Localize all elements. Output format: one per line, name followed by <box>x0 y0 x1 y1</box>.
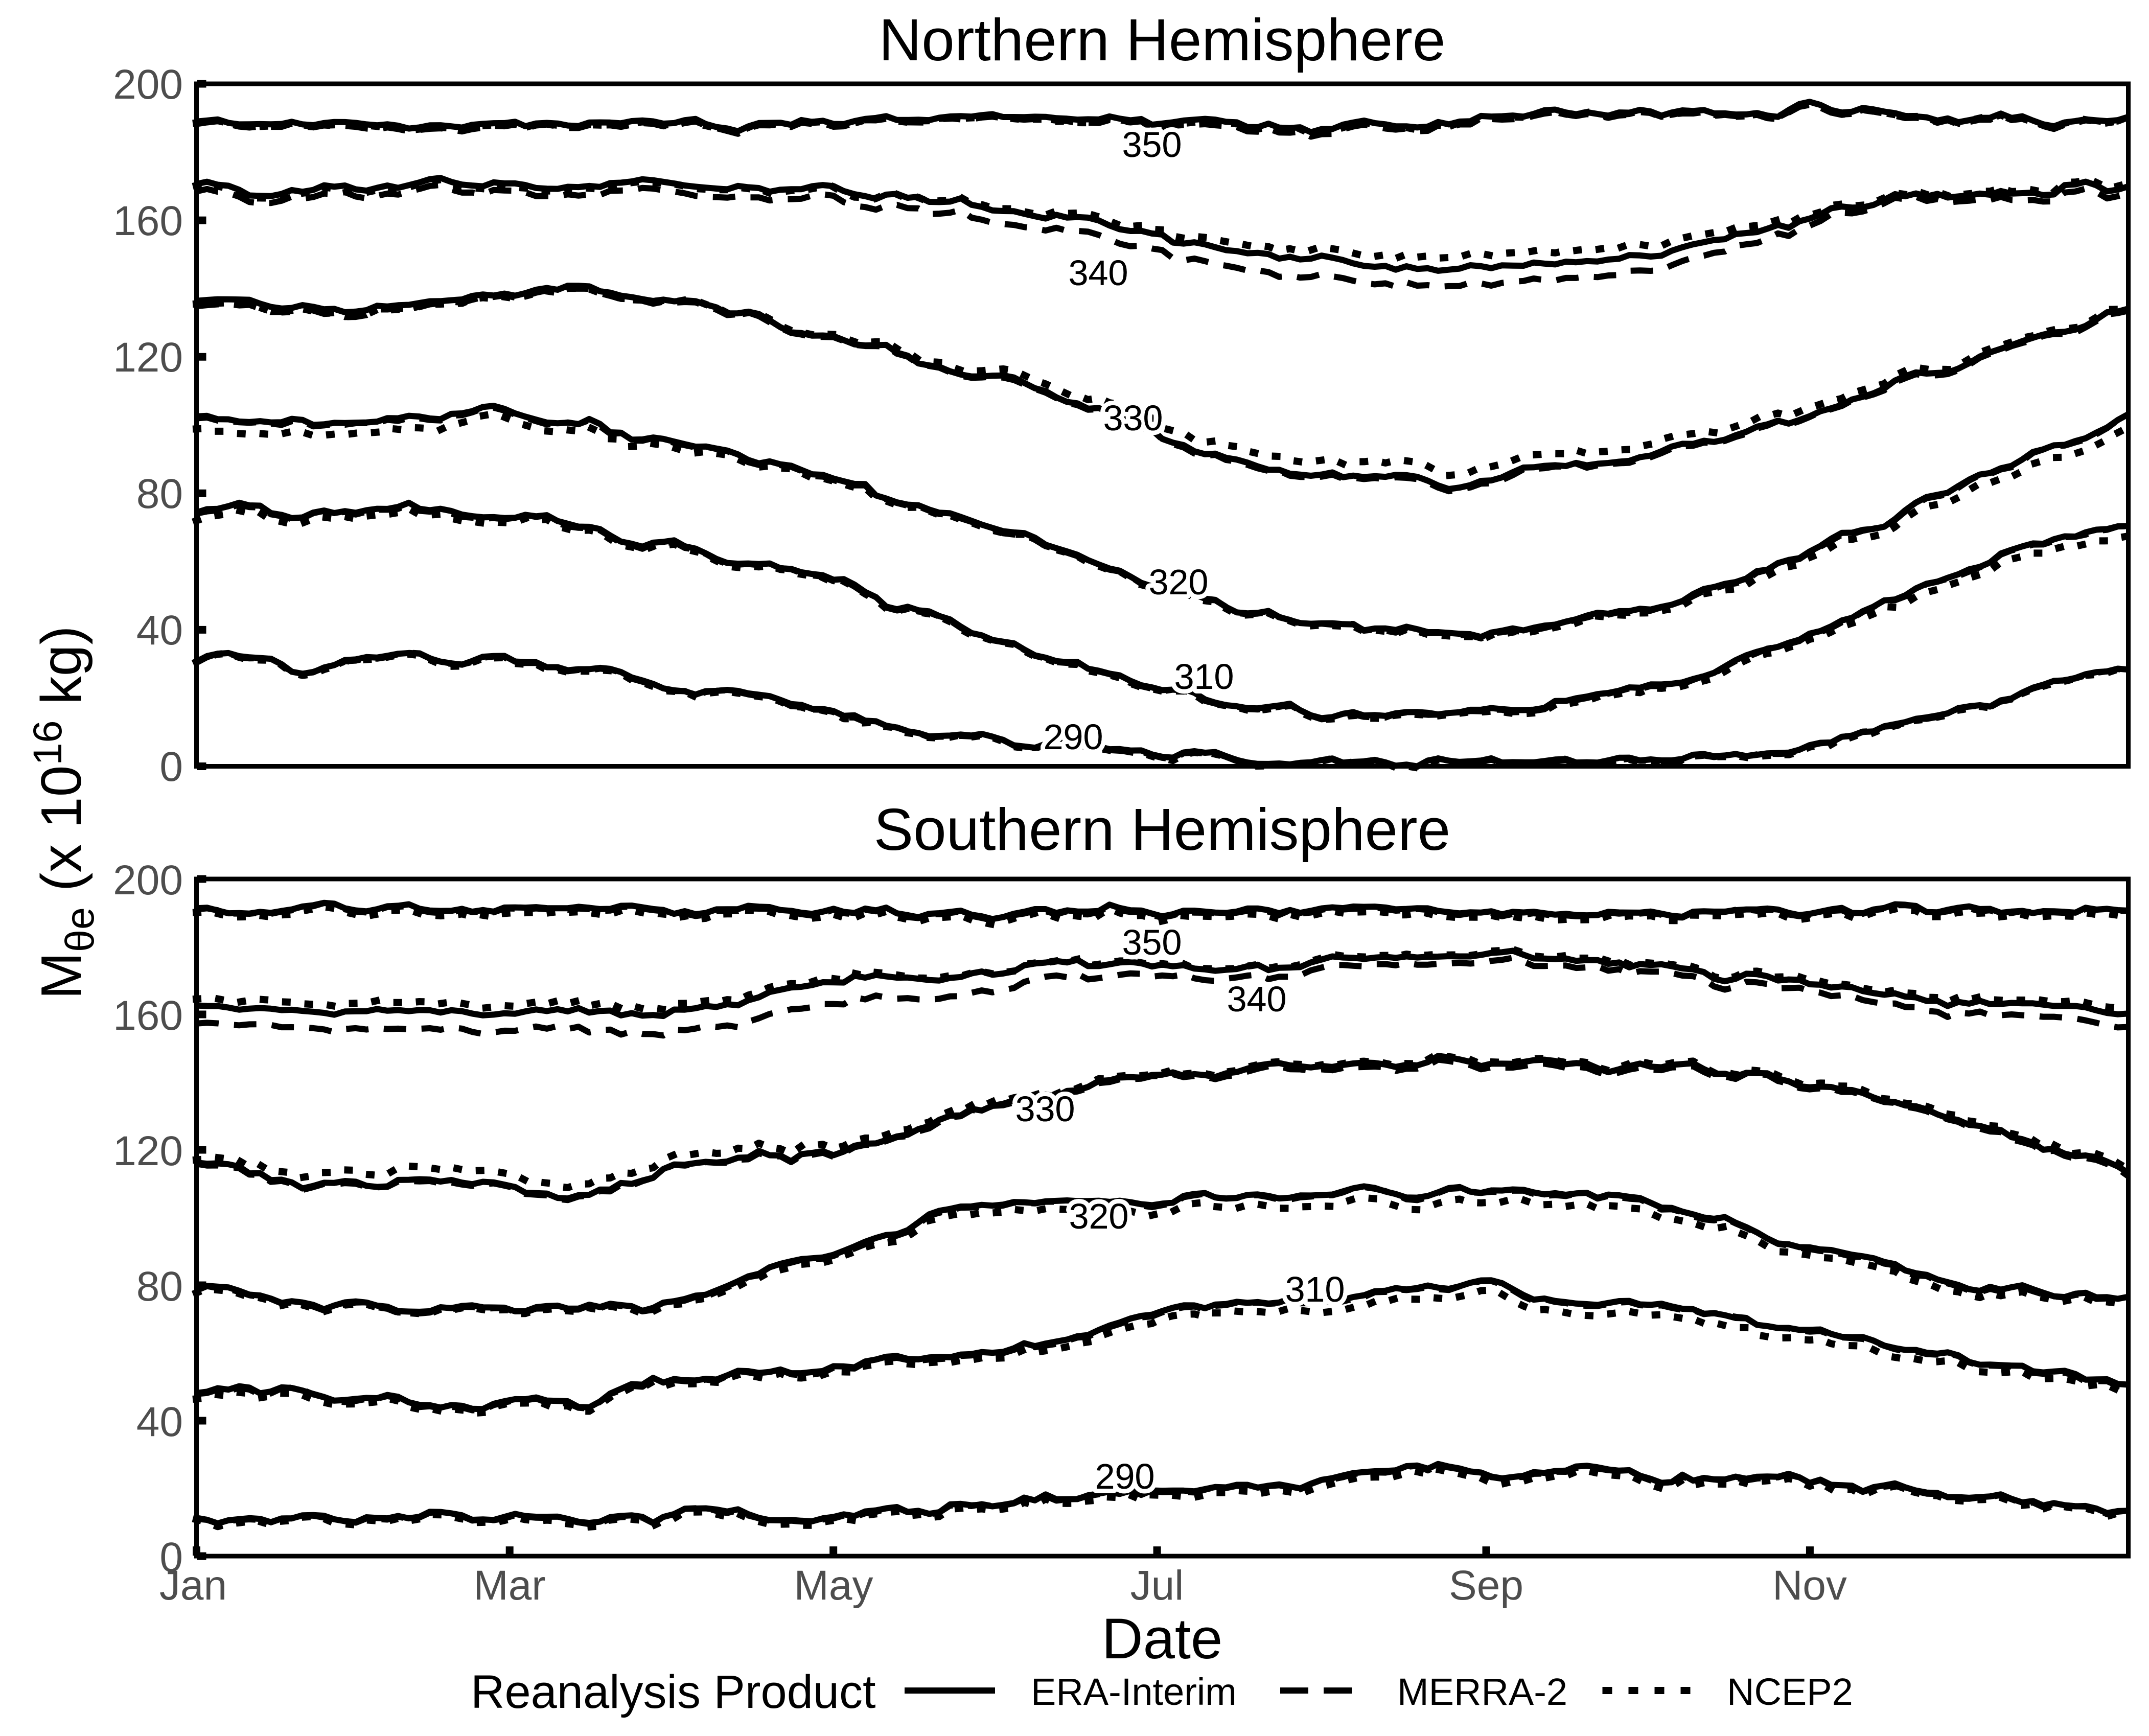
svg-text:310: 310 <box>1285 1269 1345 1309</box>
svg-text:0: 0 <box>159 1534 183 1581</box>
svg-text:340: 340 <box>1227 979 1287 1019</box>
svg-text:Date: Date <box>1102 1607 1223 1671</box>
svg-text:320: 320 <box>1149 562 1209 602</box>
svg-text:310: 310 <box>1174 657 1234 697</box>
svg-text:330: 330 <box>1015 1089 1075 1129</box>
svg-text:NCEP2: NCEP2 <box>1727 1671 1853 1713</box>
svg-text:Jan: Jan <box>159 1562 227 1609</box>
svg-text:Reanalysis Product: Reanalysis Product <box>471 1666 876 1718</box>
svg-text:MERRA-2: MERRA-2 <box>1397 1671 1567 1713</box>
svg-text:120: 120 <box>113 334 183 381</box>
svg-text:320: 320 <box>1069 1196 1129 1236</box>
svg-text:290: 290 <box>1095 1456 1155 1496</box>
svg-text:350: 350 <box>1122 922 1182 962</box>
svg-text:0: 0 <box>159 744 183 790</box>
svg-text:Northern Hemisphere: Northern Hemisphere <box>879 7 1446 73</box>
svg-text:40: 40 <box>136 607 183 654</box>
svg-text:Mθe (x 1016 kg): Mθe (x 1016 kg) <box>25 626 102 1000</box>
svg-text:340: 340 <box>1069 253 1128 293</box>
svg-text:160: 160 <box>113 198 183 244</box>
svg-text:290: 290 <box>1095 1456 1155 1496</box>
svg-text:Mar: Mar <box>473 1562 545 1609</box>
svg-text:Sep: Sep <box>1449 1562 1523 1609</box>
svg-text:340: 340 <box>1227 979 1287 1019</box>
svg-text:330: 330 <box>1015 1089 1075 1129</box>
svg-text:200: 200 <box>113 857 183 904</box>
svg-text:350: 350 <box>1122 922 1182 962</box>
svg-text:330: 330 <box>1103 398 1163 438</box>
svg-text:290: 290 <box>1044 717 1103 757</box>
svg-text:160: 160 <box>113 992 183 1039</box>
svg-text:310: 310 <box>1285 1269 1345 1309</box>
svg-text:80: 80 <box>136 1263 183 1310</box>
svg-text:340: 340 <box>1069 253 1128 293</box>
svg-text:40: 40 <box>136 1399 183 1445</box>
svg-text:350: 350 <box>1122 125 1182 165</box>
svg-text:320: 320 <box>1069 1196 1129 1236</box>
svg-text:350: 350 <box>1122 125 1182 165</box>
svg-text:80: 80 <box>136 471 183 517</box>
svg-text:May: May <box>794 1562 873 1609</box>
svg-text:120: 120 <box>113 1128 183 1174</box>
svg-text:ERA-Interim: ERA-Interim <box>1031 1671 1237 1713</box>
svg-text:Southern Hemisphere: Southern Hemisphere <box>874 796 1450 863</box>
svg-text:330: 330 <box>1103 398 1163 438</box>
svg-text:290: 290 <box>1044 717 1103 757</box>
svg-text:310: 310 <box>1174 657 1234 697</box>
svg-text:Jul: Jul <box>1130 1562 1184 1609</box>
svg-text:Nov: Nov <box>1772 1562 1847 1609</box>
svg-text:320: 320 <box>1149 562 1209 602</box>
svg-text:200: 200 <box>113 61 183 108</box>
